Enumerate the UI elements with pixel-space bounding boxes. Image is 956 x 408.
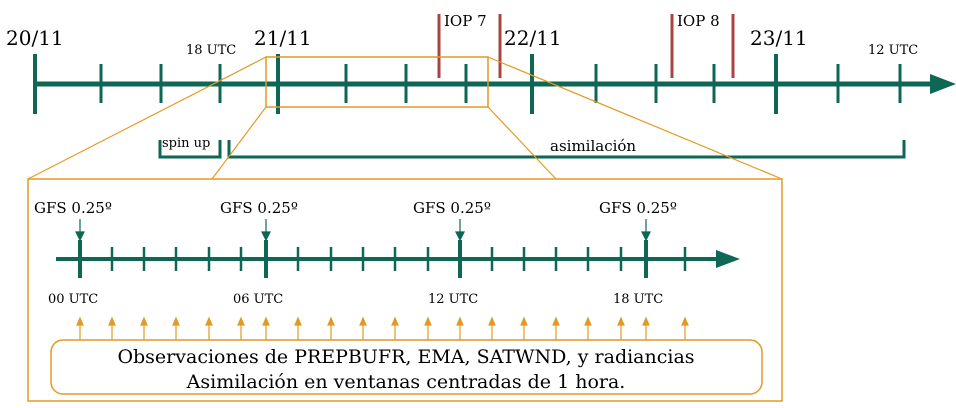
iop-markers bbox=[437, 14, 735, 78]
observation-arrow-head-icon bbox=[424, 316, 432, 326]
spinup-bracket bbox=[158, 140, 222, 159]
utc-label-12: 12 UTC bbox=[428, 292, 478, 307]
lower-axis-arrow-icon bbox=[716, 250, 740, 268]
gfs-label-12: GFS 0.25º bbox=[413, 199, 491, 217]
observation-arrow-head-icon bbox=[584, 316, 592, 326]
observation-arrow-head-icon bbox=[617, 316, 625, 326]
date-label-21-11: 21/11 bbox=[254, 26, 312, 50]
date-label-22-11: 22/11 bbox=[504, 26, 562, 50]
observations-line-2: Asimilación en ventanas centradas de 1 h… bbox=[186, 371, 626, 393]
zoom-connector-inner-right bbox=[487, 106, 557, 180]
zoom-connector-outer-left bbox=[27, 56, 267, 180]
gfs-label-06: GFS 0.25º bbox=[220, 199, 298, 217]
top-axis-arrow-icon bbox=[930, 74, 956, 94]
time-label-12-utc: 12 UTC bbox=[868, 43, 918, 58]
zoom-highlight-box bbox=[265, 56, 489, 108]
observation-arrow-head-icon bbox=[237, 316, 245, 326]
gfs-label-18: GFS 0.25º bbox=[599, 199, 677, 217]
zoom-connector-outer-right bbox=[487, 56, 783, 180]
iop-8-label: IOP 8 bbox=[677, 12, 720, 30]
assimilation-bracket bbox=[227, 140, 906, 159]
observation-arrow-head-icon bbox=[108, 316, 116, 326]
observation-arrow-head-icon bbox=[294, 316, 302, 326]
gfs-arrows bbox=[75, 219, 651, 242]
assimilation-label: asimilación bbox=[550, 137, 636, 155]
observation-arrow-head-icon bbox=[552, 316, 560, 326]
observation-arrow-head-icon bbox=[681, 316, 689, 326]
observation-arrow-head-icon bbox=[391, 316, 399, 326]
gfs-label-00: GFS 0.25º bbox=[34, 199, 112, 217]
observation-arrow-head-icon bbox=[488, 316, 496, 326]
observation-arrows bbox=[76, 316, 689, 340]
utc-label-18: 18 UTC bbox=[613, 292, 663, 307]
observation-arrow-head-icon bbox=[205, 316, 213, 326]
observation-arrow-head-icon bbox=[642, 316, 650, 326]
time-label-18-utc: 18 UTC bbox=[186, 43, 236, 58]
date-label-23-11: 23/11 bbox=[750, 26, 808, 50]
observations-line-1: Observaciones de PREPBUFR, EMA, SATWND, … bbox=[117, 346, 694, 368]
lower-minor-ticks bbox=[110, 247, 687, 271]
iop-7-label: IOP 7 bbox=[444, 12, 487, 30]
observations-box bbox=[50, 339, 763, 395]
observation-arrow-head-icon bbox=[520, 316, 528, 326]
date-label-20-11: 20/11 bbox=[6, 26, 64, 50]
observation-arrow-head-icon bbox=[172, 316, 180, 326]
spinup-label: spin up bbox=[162, 136, 210, 151]
observation-arrow-head-icon bbox=[262, 316, 270, 326]
zoom-panel bbox=[27, 178, 783, 402]
zoom-connector-inner-left bbox=[211, 106, 267, 180]
observation-arrow-head-icon bbox=[359, 316, 367, 326]
observation-arrow-head-icon bbox=[140, 316, 148, 326]
observation-arrow-head-icon bbox=[327, 316, 335, 326]
utc-label-00: 00 UTC bbox=[48, 292, 98, 307]
observation-arrow-head-icon bbox=[456, 316, 464, 326]
lower-major-ticks bbox=[78, 240, 648, 278]
utc-label-06: 06 UTC bbox=[233, 292, 283, 307]
observation-arrow-head-icon bbox=[76, 316, 84, 326]
minor-ticks bbox=[99, 64, 902, 103]
